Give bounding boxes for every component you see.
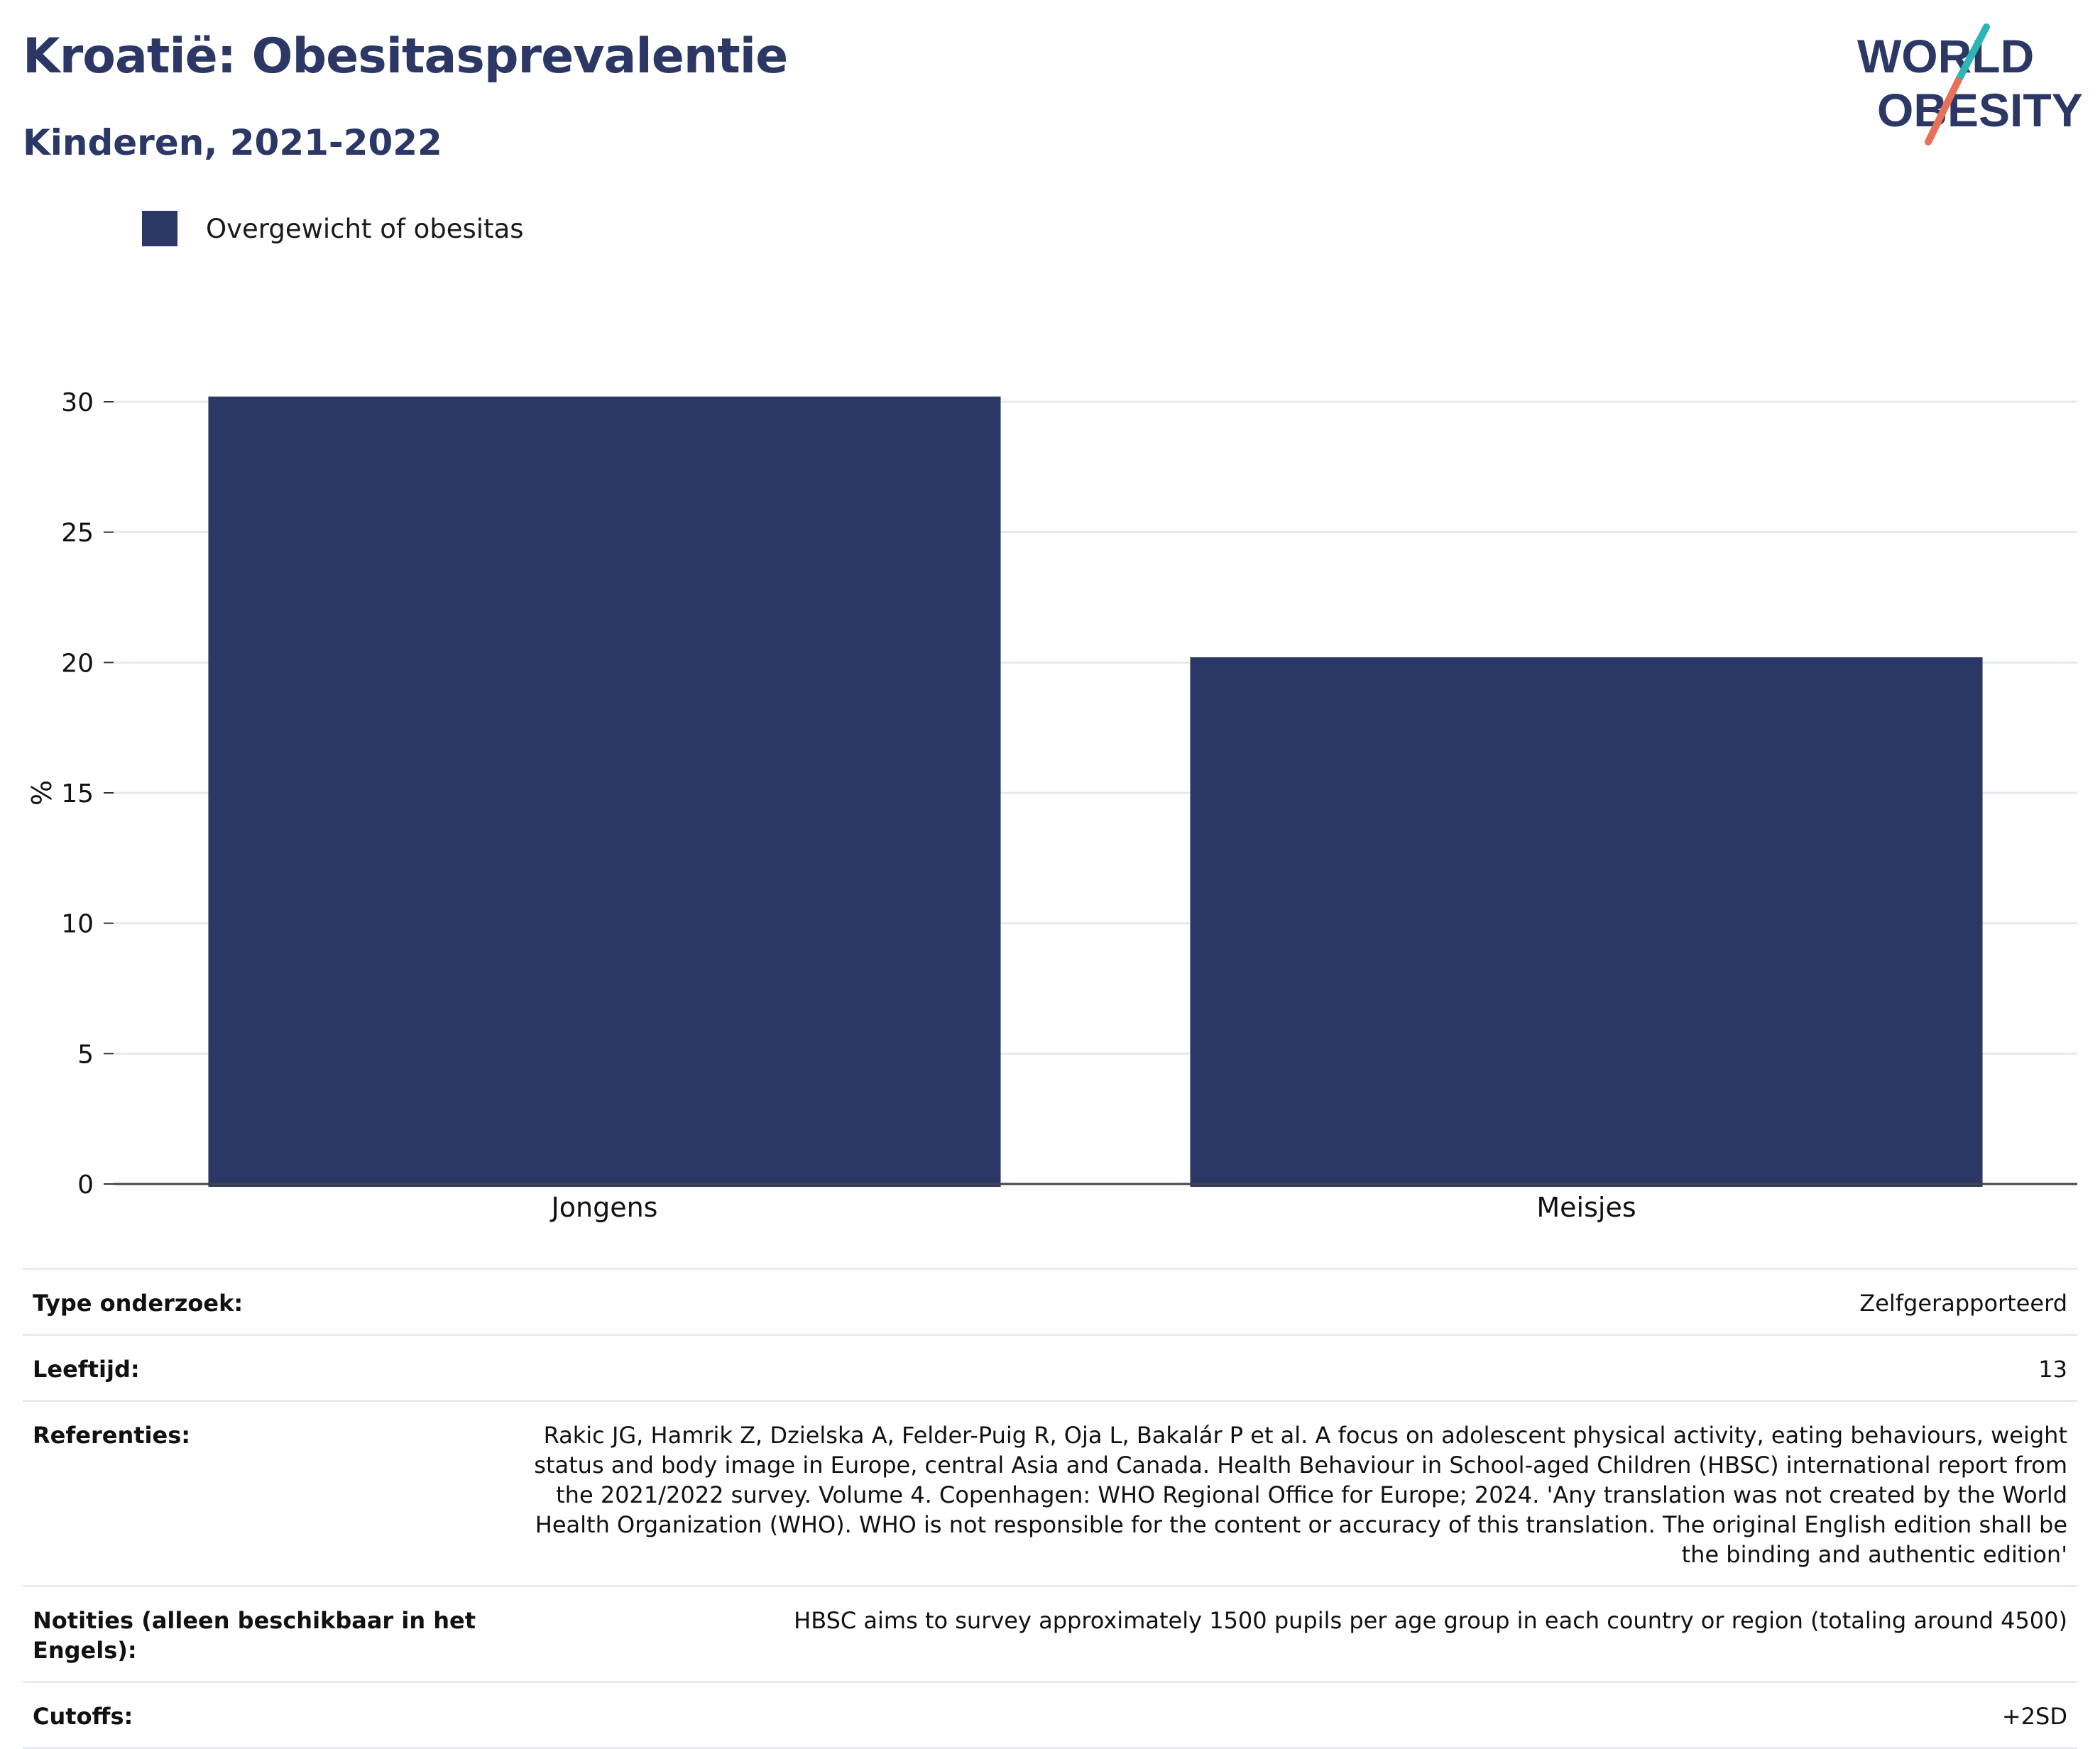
meta-label: Notities (alleen beschikbaar in het Enge… bbox=[33, 1607, 476, 1664]
meta-label: Cutoffs: bbox=[33, 1703, 133, 1730]
meta-row-cutoffs: Cutoffs: +2SD bbox=[23, 1681, 2077, 1749]
meta-label: Leeftijd: bbox=[33, 1356, 140, 1383]
y-tick-label: 30 bbox=[61, 388, 94, 417]
meta-value: Rakic JG, Hamrik Z, Dzielska A, Felder-P… bbox=[534, 1422, 2067, 1568]
bar-meisjes bbox=[1190, 657, 1983, 1187]
bar-chart: 0 5 10 15 20 25 30% Jongens Meisjes bbox=[26, 388, 2077, 1223]
y-tick-label: 10 bbox=[61, 910, 94, 939]
chart-subtitle: Kinderen, 2021-2022 bbox=[23, 122, 442, 163]
y-axis-label: % bbox=[26, 780, 58, 806]
logo-word-world: WORLD bbox=[1857, 30, 2034, 82]
meta-row-age: Leeftijd: 13 bbox=[23, 1334, 2077, 1400]
x-tick-label: Meisjes bbox=[1536, 1192, 1636, 1223]
meta-label: Type onderzoek: bbox=[33, 1290, 244, 1317]
logo-word-obesity: OBESITY bbox=[1877, 84, 2083, 136]
logo-slash-teal bbox=[1954, 23, 1990, 84]
y-tick-label: 5 bbox=[77, 1040, 94, 1069]
y-tick-label: 20 bbox=[61, 649, 94, 678]
logo-slash-coral bbox=[1925, 77, 1962, 146]
meta-row-notes: Notities (alleen beschikbaar in het Enge… bbox=[23, 1585, 2077, 1681]
bar-jongens bbox=[208, 396, 1001, 1187]
y-tick-label: 25 bbox=[61, 519, 94, 548]
chart-title: Kroatië: Obesitasprevalentie bbox=[23, 28, 788, 84]
meta-label: Referenties: bbox=[33, 1422, 191, 1449]
meta-value: HBSC aims to survey approximately 1500 p… bbox=[794, 1607, 2067, 1634]
meta-row-references: Referenties: Rakic JG, Hamrik Z, Dzielsk… bbox=[23, 1400, 2077, 1585]
meta-value: 13 bbox=[2038, 1356, 2067, 1383]
meta-value: Zelfgerapporteerd bbox=[1859, 1290, 2067, 1317]
metadata-table: Type onderzoek: Zelfgerapporteerd Leefti… bbox=[23, 1268, 2077, 1749]
legend: Overgewicht of obesitas bbox=[142, 210, 524, 247]
y-tick-label: 15 bbox=[61, 779, 94, 808]
meta-value: +2SD bbox=[2001, 1703, 2067, 1730]
y-tick-label: 0 bbox=[77, 1170, 94, 1200]
x-tick-label: Jongens bbox=[550, 1192, 658, 1223]
world-obesity-logo: WORLD OBESITY bbox=[1857, 23, 2083, 146]
legend-label: Overgewicht of obesitas bbox=[206, 213, 524, 244]
meta-row-survey-type: Type onderzoek: Zelfgerapporteerd bbox=[23, 1268, 2077, 1334]
legend-swatch bbox=[142, 211, 177, 246]
